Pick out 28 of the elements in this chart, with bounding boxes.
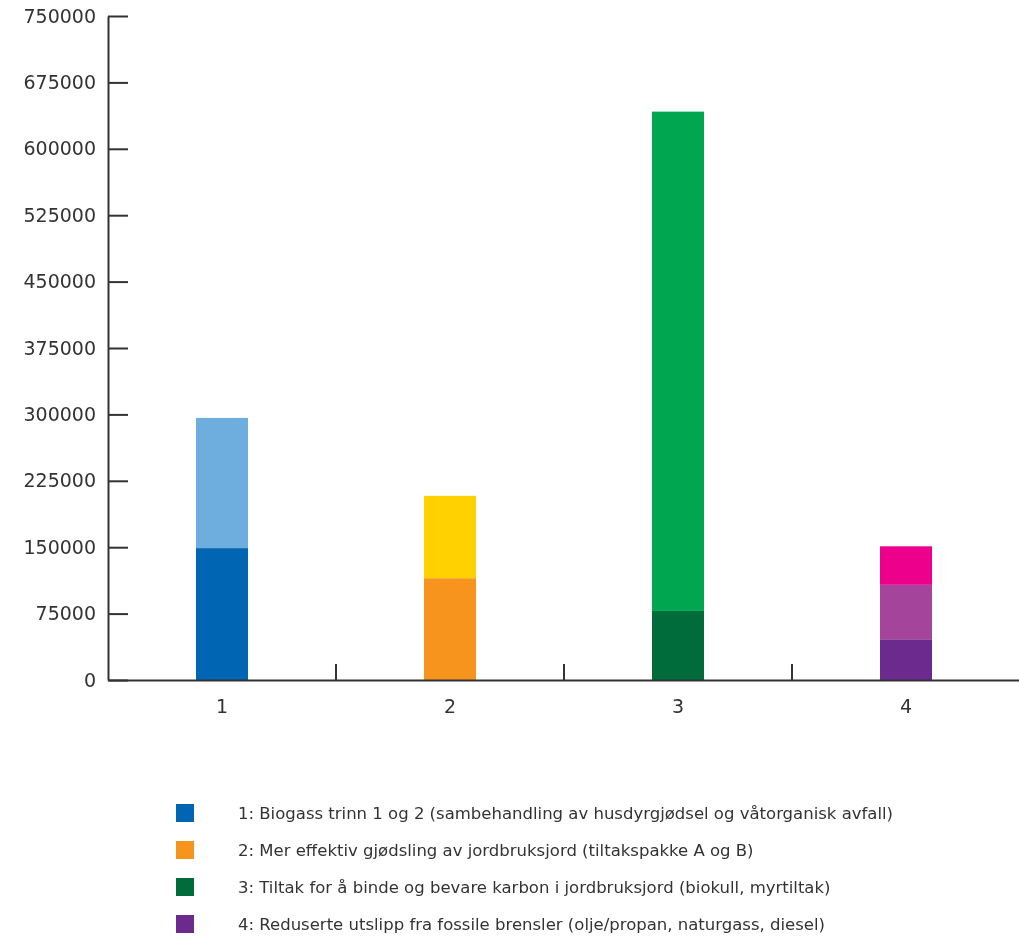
bar <box>196 548 248 680</box>
bar <box>880 546 932 585</box>
text: 2: Mer effektiv gjødsling av jordbruksjord (tiltakspakke A og B) <box>238 841 754 860</box>
text: 3: Tiltak for å binde og bevare karbon i jordbruksjord (biokull, myrtiltak) <box>238 878 831 897</box>
y-tick-label: 75000 <box>35 602 96 625</box>
y-tick-label: 525000 <box>23 203 96 226</box>
bar <box>880 639 932 680</box>
y-tick-label: 150000 <box>23 535 96 558</box>
y-tick-label: 0 <box>83 668 96 691</box>
y-tick-label: 600000 <box>23 137 96 160</box>
x-tick-label: 4 <box>899 695 913 718</box>
y-tick-label: 225000 <box>23 469 96 492</box>
x-tick-label: 3 <box>671 695 685 718</box>
x-tick-label: 1 <box>215 695 229 718</box>
text: 1: Biogass trinn 1 og 2 (sambehandling av husdyrgjødsel og våtorganisk avfall) <box>238 804 894 823</box>
bar <box>880 584 932 640</box>
bar <box>652 610 704 680</box>
y-tick-label: 750000 <box>23 4 96 27</box>
bar <box>424 578 476 680</box>
text: 4: Reduserte utslipp fra fossile brensler (olje/propan, naturgass, diesel) <box>238 915 826 934</box>
y-tick-label: 450000 <box>23 270 96 293</box>
bar <box>652 111 704 611</box>
y-tick-label: 675000 <box>23 70 96 93</box>
x-tick-label: 2 <box>443 695 457 718</box>
bar <box>424 495 476 579</box>
bar <box>196 417 248 549</box>
y-tick-label: 300000 <box>23 402 96 425</box>
y-tick-label: 375000 <box>23 336 96 359</box>
